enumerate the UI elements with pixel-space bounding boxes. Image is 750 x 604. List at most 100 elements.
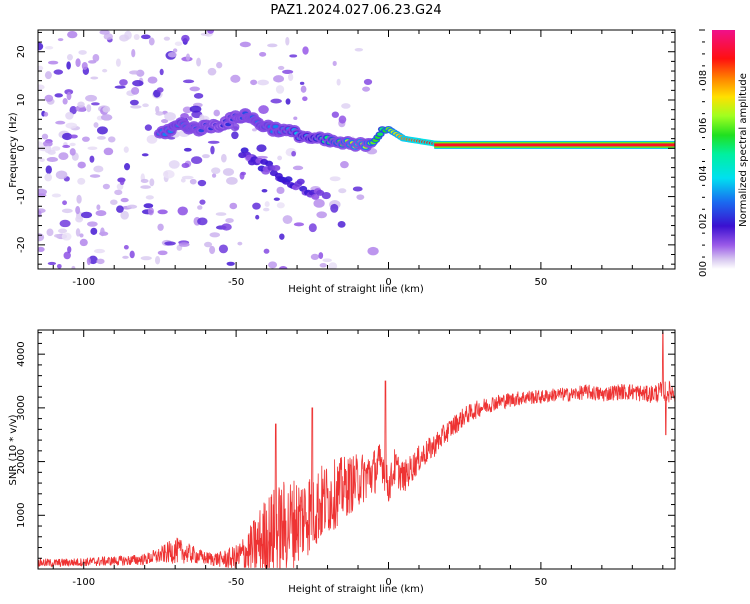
spectrogram-noise-blob <box>69 142 76 147</box>
spectrogram-noise-blob <box>308 223 317 233</box>
spectrogram-noise-blob <box>51 146 61 151</box>
spectrogram-noise-blob <box>75 58 81 68</box>
spectrogram-noise-blob <box>133 34 140 41</box>
spectrogram-x-ticks: -100 -50 0 50 <box>52 30 664 288</box>
spectrogram-noise-blob <box>54 93 63 98</box>
spectrogram-noise-blob <box>38 84 45 90</box>
spectrogram-noise-blob <box>96 204 101 211</box>
spectrogram-noise-blob <box>141 153 149 157</box>
spectrogram-x-axis-label: Height of straight line (km) <box>288 284 424 295</box>
spectrogram-noise-blob <box>38 42 44 51</box>
spectrogram-noise-blob <box>210 145 215 155</box>
spectrogram-noise-blob <box>204 241 213 248</box>
spectrogram-blobs <box>38 30 675 269</box>
colorbar-tick-label: 0.2 <box>698 213 709 229</box>
spectrogram-noise-blob <box>218 244 229 254</box>
spectrogram-noise-blob <box>362 86 371 92</box>
spectrogram-noise-blob <box>119 178 125 186</box>
spectrogram-noise-blob <box>261 189 268 193</box>
spectrogram-noise-blob <box>164 241 176 246</box>
spectrogram-noise-blob <box>130 105 142 109</box>
spectrogram-noise-blob <box>119 34 130 42</box>
figure-title: PAZ1.2024.027.06.23.G24 <box>270 3 441 18</box>
spectrogram-noise-blob <box>62 132 73 141</box>
spectrogram-noise-blob <box>310 253 320 260</box>
spectrogram-noise-blob <box>157 209 168 215</box>
spectrogram-noise-blob <box>96 135 106 140</box>
spectrogram-noise-blob <box>124 162 131 171</box>
spectrogram-noise-blob <box>316 211 328 219</box>
snr-y-tick-label: 1000 <box>16 503 27 528</box>
spectrogram-noise-blob <box>145 195 154 200</box>
spectrogram-noise-blob <box>65 122 78 129</box>
spectrogram-noise-blob <box>196 57 201 67</box>
spectrogram-noise-blob <box>146 134 158 144</box>
spectrogram-noise-blob <box>289 54 298 58</box>
spectrogram-noise-blob <box>157 223 164 231</box>
spectrogram-noise-blob <box>67 246 72 254</box>
spectrogram-noise-blob <box>93 122 99 128</box>
spectrogram-noise-blob <box>231 126 239 132</box>
spectrogram-frame <box>37 29 676 270</box>
spectrogram-noise-blob <box>103 33 113 40</box>
spectrogram-noise-blob <box>200 32 210 36</box>
spectrogram-noise-blob <box>167 52 177 58</box>
spectrogram-noise-blob <box>44 71 52 80</box>
snr-x-tick-label: -50 <box>228 577 244 588</box>
spectrogram-noise-blob <box>144 124 152 131</box>
spectrogram-noise-blob <box>132 80 144 87</box>
spectrogram-noise-blob <box>181 34 190 43</box>
spectrogram-noise-blob <box>66 92 72 101</box>
spectrogram-noise-blob <box>87 146 98 150</box>
spectrogram-noise-blob <box>51 193 62 198</box>
spectrogram-noise-blob <box>120 210 129 220</box>
spectrogram-y-tick-label: -20 <box>16 237 27 253</box>
spectrogram-noise-blob <box>67 30 78 39</box>
spectrogram-noise-blob <box>356 194 365 201</box>
spectrogram-noise-blob <box>328 262 338 269</box>
spectrogram-noise-blob <box>47 60 59 65</box>
spectrogram-noise-blob <box>96 258 105 265</box>
spectrogram-noise-blob <box>80 211 93 219</box>
spectrogram-noise-blob <box>47 149 56 155</box>
spectrogram-noise-blob <box>313 198 325 208</box>
spectrogram-noise-blob <box>207 140 220 144</box>
spectrogram-noise-blob <box>197 205 203 210</box>
spectrogram-noise-blob <box>202 154 210 159</box>
spectrogram-noise-blob <box>103 147 114 156</box>
spectrogram-noise-blob <box>131 49 136 58</box>
spectrogram-noise-blob <box>183 147 192 152</box>
spectrogram-noise-blob <box>264 201 270 208</box>
spectrogram-noise-blob <box>273 75 285 83</box>
snr-background <box>38 330 675 569</box>
spectrogram-noise-blob <box>114 189 123 196</box>
snr-y-tick-label: 2000 <box>16 449 27 474</box>
spectrogram-noise-blob <box>282 69 294 74</box>
spectrogram-noise-blob <box>141 34 151 40</box>
spectrogram-y-ticks: -20 -10 0 10 20 <box>16 31 675 265</box>
spectrogram-noise-blob <box>79 238 88 247</box>
spectrogram-noise-blob <box>285 36 290 46</box>
spectrogram-noise-blob <box>140 178 149 184</box>
spectrogram-noise-blob <box>336 78 341 86</box>
spectrogram-noise-blob <box>237 241 243 246</box>
spectrogram-branch-blob <box>316 189 325 196</box>
snr-y-tick-label: 4000 <box>16 341 27 366</box>
spectrogram-noise-blob <box>299 81 305 85</box>
spectrogram-noise-blob <box>62 144 71 148</box>
snr-frame <box>37 329 676 570</box>
spectrogram-noise-blob <box>77 161 86 169</box>
spectrogram-noise-blob <box>120 197 129 203</box>
spectrogram-noise-blob <box>76 194 82 204</box>
spectrogram-y-tick-label: 20 <box>16 45 27 58</box>
spectrogram-noise-blob <box>168 160 180 169</box>
spectrogram-noise-blob <box>191 156 203 165</box>
spectrogram-noise-blob <box>62 200 67 206</box>
colorbar-tick-label: 0.6 <box>698 118 709 134</box>
spectrogram-noise-blob <box>215 212 227 216</box>
spectrogram-branch-blob <box>311 193 320 200</box>
spectrogram-noise-blob <box>116 205 124 213</box>
spectrogram-noise-blob <box>57 228 68 234</box>
snr-panel: -100 -50 0 50 1000 2000 3000 4000 Height of st… <box>8 329 676 595</box>
spectrogram-noise-blob <box>41 133 49 140</box>
